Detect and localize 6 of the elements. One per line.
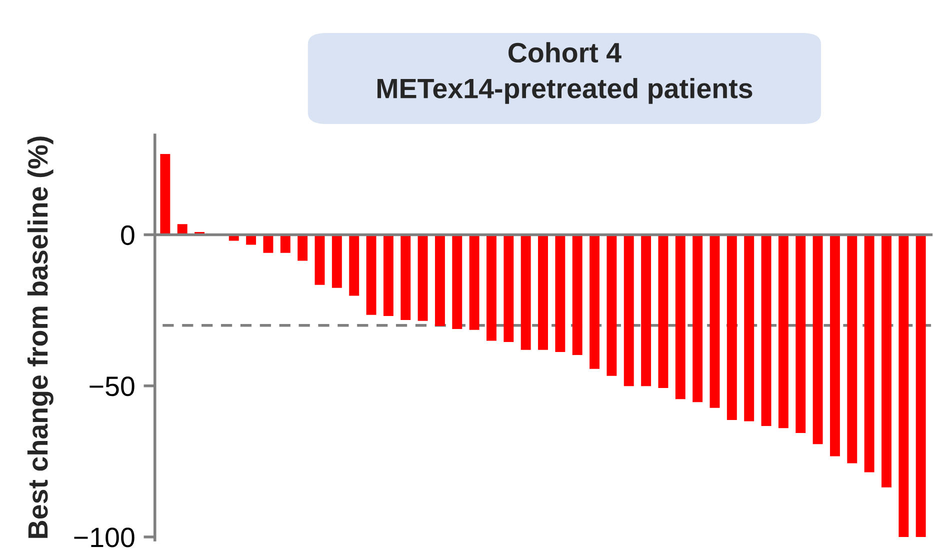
chart-subtitle: METex14-pretreated patients [377,78,752,104]
y-tick-label: −50 [90,376,134,396]
chart-title: Cohort 4 [508,42,622,63]
y-tick-label: −100 [74,528,134,548]
y-axis-title: Best change from baseline (%) [27,136,54,538]
y-tick-label: 0 [121,225,134,246]
